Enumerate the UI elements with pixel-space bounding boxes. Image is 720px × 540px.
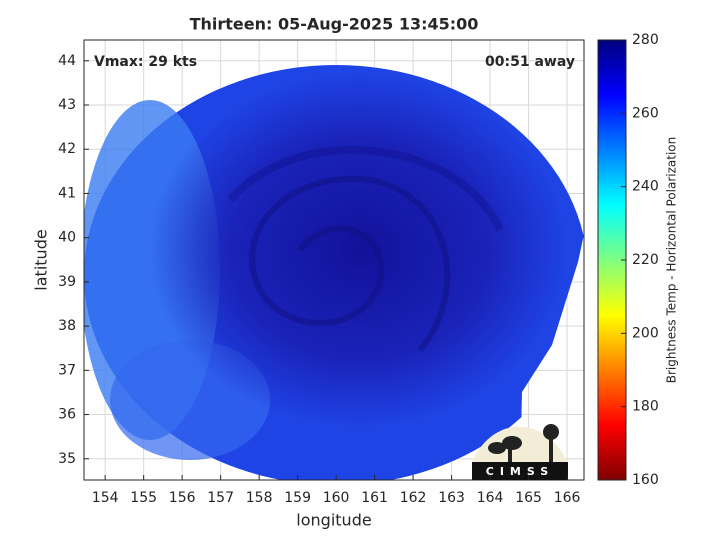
x-tick-label: 165	[515, 490, 542, 506]
logo-text: CIMSS	[486, 465, 554, 478]
x-tick-label: 163	[438, 490, 465, 506]
x-axis-label: longitude	[296, 511, 371, 530]
colorbar-tick-label: 240	[632, 179, 659, 195]
x-tick-label: 160	[323, 490, 350, 506]
y-tick-label: 40	[58, 230, 76, 246]
y-tick-label: 41	[58, 185, 76, 201]
y-tick-label: 43	[58, 97, 76, 113]
x-tick-label: 157	[207, 490, 234, 506]
colorbar-tick-label: 220	[632, 252, 659, 268]
y-tick-label: 42	[58, 141, 76, 157]
colorbar-label: Brightness Temp - Horizontal Polarizatio…	[665, 137, 679, 384]
y-axis-label: latitude	[32, 229, 51, 290]
colorbar-tick-label: 280	[632, 32, 659, 48]
y-tick-label: 37	[58, 362, 76, 378]
x-tick-label: 164	[477, 490, 504, 506]
x-tick-label: 156	[169, 490, 196, 506]
x-tick-label: 166	[554, 490, 581, 506]
y-tick-label: 36	[58, 407, 76, 423]
x-tick-label: 155	[130, 490, 157, 506]
x-tick-label: 158	[246, 490, 273, 506]
y-tick-label: 44	[58, 53, 76, 69]
x-tick-label: 161	[361, 490, 388, 506]
map-title: Thirteen: 05-Aug-2025 13:45:00	[190, 15, 479, 34]
colorbar-tick-label: 180	[632, 399, 659, 415]
swath-image	[84, 65, 586, 480]
colorbar-tick-label: 160	[632, 472, 659, 488]
y-tick-label: 38	[58, 318, 76, 334]
y-tick-label: 39	[58, 274, 76, 290]
time-annotation: 00:51 away	[485, 54, 575, 70]
logo: CIMSS	[472, 424, 568, 480]
colorbar-tick-label: 260	[632, 105, 659, 121]
x-tick-label: 154	[92, 490, 119, 506]
colorbar-tick-label: 200	[632, 325, 659, 341]
x-tick-label: 159	[284, 490, 311, 506]
axes-frame	[83, 39, 585, 481]
x-tick-label: 162	[400, 490, 427, 506]
y-tick-label: 35	[58, 451, 76, 467]
vmax-annotation: Vmax: 29 kts	[94, 54, 197, 70]
